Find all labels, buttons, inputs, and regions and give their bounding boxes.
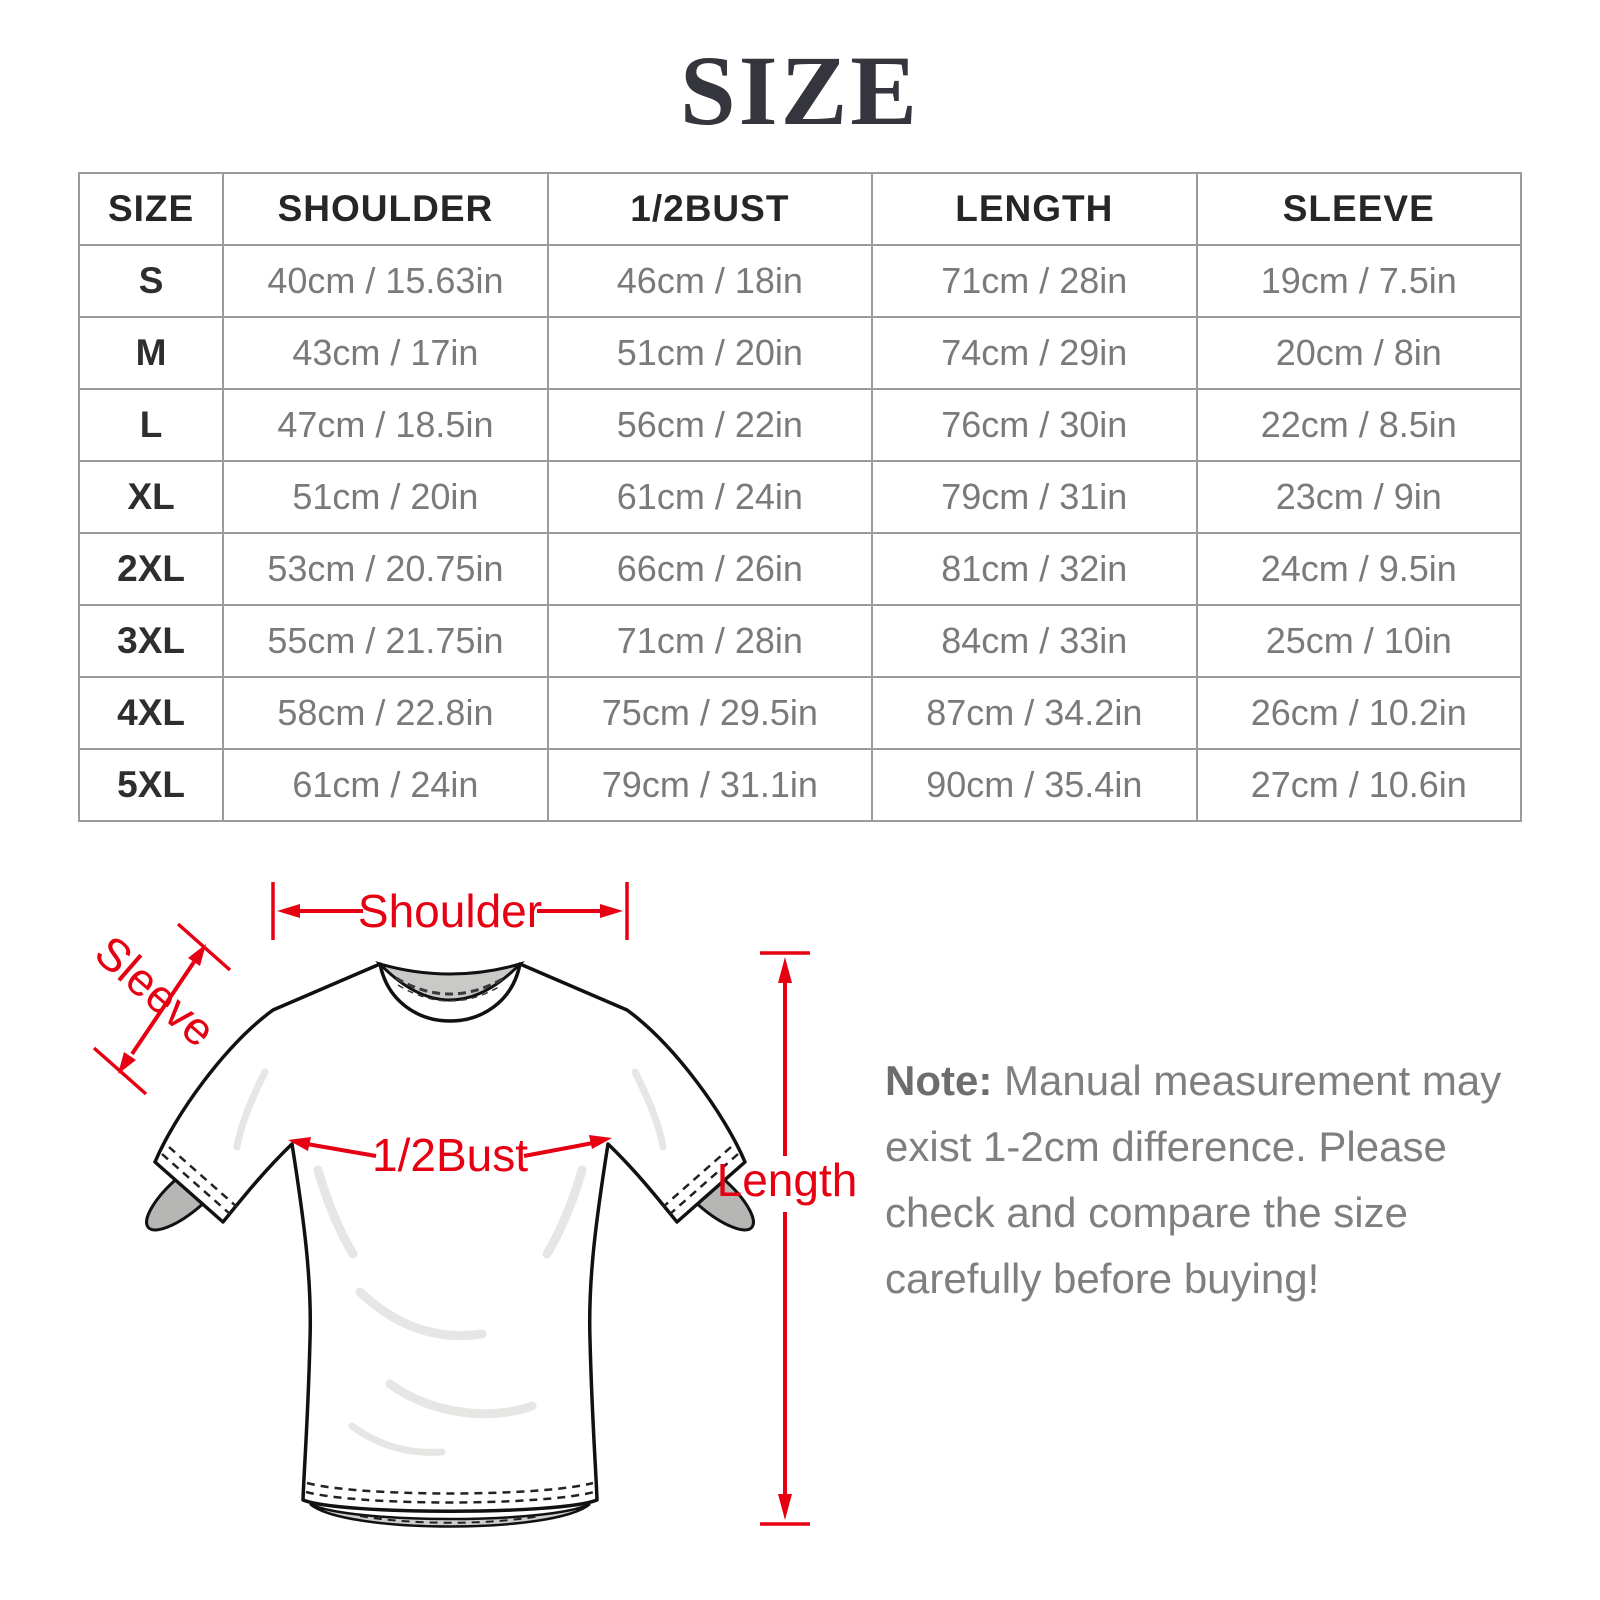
table-row: M 43cm / 17in 51cm / 20in 74cm / 29in 20…: [77, 316, 1522, 390]
column-header-length: LENGTH: [871, 172, 1198, 246]
table-row: L 47cm / 18.5in 56cm / 22in 76cm / 30in …: [77, 388, 1522, 462]
table-header-row: SIZE SHOULDER 1/2BUST LENGTH SLEEVE: [77, 172, 1522, 246]
cell-length: 84cm / 33in: [871, 604, 1198, 678]
table-row: 4XL 58cm / 22.8in 75cm / 29.5in 87cm / 3…: [77, 676, 1522, 750]
tshirt-stitching: [161, 1146, 739, 1524]
cell-sleeve: 26cm / 10.2in: [1195, 676, 1522, 750]
note-text: Note: Manual measurement may exist 1-2cm…: [885, 1048, 1530, 1312]
column-header-bust: 1/2BUST: [546, 172, 874, 246]
arrow-left-icon: [277, 904, 300, 918]
tshirt-diagram-svg: Shoulder Sleeve 1/2Bust Length: [85, 882, 858, 1528]
cell-sleeve: 23cm / 9in: [1195, 460, 1522, 534]
cell-shoulder: 47cm / 18.5in: [222, 388, 549, 462]
length-annotation: Length: [717, 951, 858, 1526]
cell-size: XL: [77, 460, 225, 534]
hem-inside: [309, 1502, 591, 1528]
cell-bust: 61cm / 24in: [546, 460, 874, 534]
cell-length: 76cm / 30in: [871, 388, 1198, 462]
cell-shoulder: 58cm / 22.8in: [222, 676, 549, 750]
arrow-left-icon: [288, 1137, 311, 1151]
cell-bust: 66cm / 26in: [546, 532, 874, 606]
cell-length: 90cm / 35.4in: [871, 748, 1198, 822]
cell-bust: 71cm / 28in: [546, 604, 874, 678]
column-header-size: SIZE: [77, 172, 225, 246]
cell-size: 2XL: [77, 532, 225, 606]
arrow-down-icon: [778, 1494, 792, 1520]
cell-length: 87cm / 34.2in: [871, 676, 1198, 750]
tshirt-body: [153, 962, 747, 1513]
table-row: 5XL 61cm / 24in 79cm / 31.1in 90cm / 35.…: [77, 748, 1522, 822]
cell-size: S: [77, 244, 225, 318]
cell-length: 79cm / 31in: [871, 460, 1198, 534]
collar-stitch: [397, 984, 503, 1002]
cell-length: 81cm / 32in: [871, 532, 1198, 606]
cell-shoulder: 40cm / 15.63in: [222, 244, 549, 318]
cell-size: M: [77, 316, 225, 390]
column-header-sleeve: SLEEVE: [1195, 172, 1522, 246]
size-table: SIZE SHOULDER 1/2BUST LENGTH SLEEVE S 40…: [77, 172, 1522, 822]
cell-bust: 51cm / 20in: [546, 316, 874, 390]
cell-bust: 79cm / 31.1in: [546, 748, 874, 822]
column-header-shoulder: SHOULDER: [222, 172, 549, 246]
cell-bust: 75cm / 29.5in: [546, 676, 874, 750]
cell-length: 74cm / 29in: [871, 316, 1198, 390]
page-title: SIZE: [680, 35, 920, 146]
arrow-right-icon: [600, 904, 623, 918]
cell-size: 5XL: [77, 748, 225, 822]
sleeve-annotation: Sleeve: [85, 922, 232, 1096]
cell-size: L: [77, 388, 225, 462]
cell-shoulder: 55cm / 21.75in: [222, 604, 549, 678]
cell-size: 4XL: [77, 676, 225, 750]
tshirt-measurement-diagram: Shoulder Sleeve 1/2Bust Length: [60, 860, 860, 1580]
arrow-right-icon: [589, 1135, 612, 1149]
cell-length: 71cm / 28in: [871, 244, 1198, 318]
cell-sleeve: 25cm / 10in: [1195, 604, 1522, 678]
cell-bust: 46cm / 18in: [546, 244, 874, 318]
cell-shoulder: 61cm / 24in: [222, 748, 549, 822]
tshirt-collar: [374, 961, 526, 1002]
cell-shoulder: 51cm / 20in: [222, 460, 549, 534]
cell-shoulder: 53cm / 20.75in: [222, 532, 549, 606]
cell-sleeve: 27cm / 10.6in: [1195, 748, 1522, 822]
cell-sleeve: 24cm / 9.5in: [1195, 532, 1522, 606]
arrow-up-icon: [778, 957, 792, 983]
sleeve-label: Sleeve: [85, 925, 225, 1057]
cell-size: 3XL: [77, 604, 225, 678]
collar-stitch: [395, 976, 505, 996]
cell-sleeve: 19cm / 7.5in: [1195, 244, 1522, 318]
table-row: 2XL 53cm / 20.75in 66cm / 26in 81cm / 32…: [77, 532, 1522, 606]
table-row: 3XL 55cm / 21.75in 71cm / 28in 84cm / 33…: [77, 604, 1522, 678]
shoulder-annotation: Shoulder: [271, 882, 629, 940]
cell-shoulder: 43cm / 17in: [222, 316, 549, 390]
table-row: S 40cm / 15.63in 46cm / 18in 71cm / 28in…: [77, 244, 1522, 318]
note-prefix: Note:: [885, 1057, 993, 1104]
bust-annotation: 1/2Bust: [288, 1129, 612, 1181]
arrow-up-right-icon: [188, 944, 206, 966]
note-body: Manual measurement may exist 1-2cm diffe…: [885, 1057, 1502, 1302]
cell-bust: 56cm / 22in: [546, 388, 874, 462]
cell-sleeve: 22cm / 8.5in: [1195, 388, 1522, 462]
collar-back: [374, 961, 526, 1002]
shoulder-label: Shoulder: [358, 885, 542, 937]
length-label: Length: [717, 1154, 858, 1206]
table-row: XL 51cm / 20in 61cm / 24in 79cm / 31in 2…: [77, 460, 1522, 534]
bust-label: 1/2Bust: [372, 1129, 528, 1181]
tshirt-wrinkles: [233, 1068, 667, 1456]
cell-sleeve: 20cm / 8in: [1195, 316, 1522, 390]
arrow-down-left-icon: [118, 1052, 136, 1074]
